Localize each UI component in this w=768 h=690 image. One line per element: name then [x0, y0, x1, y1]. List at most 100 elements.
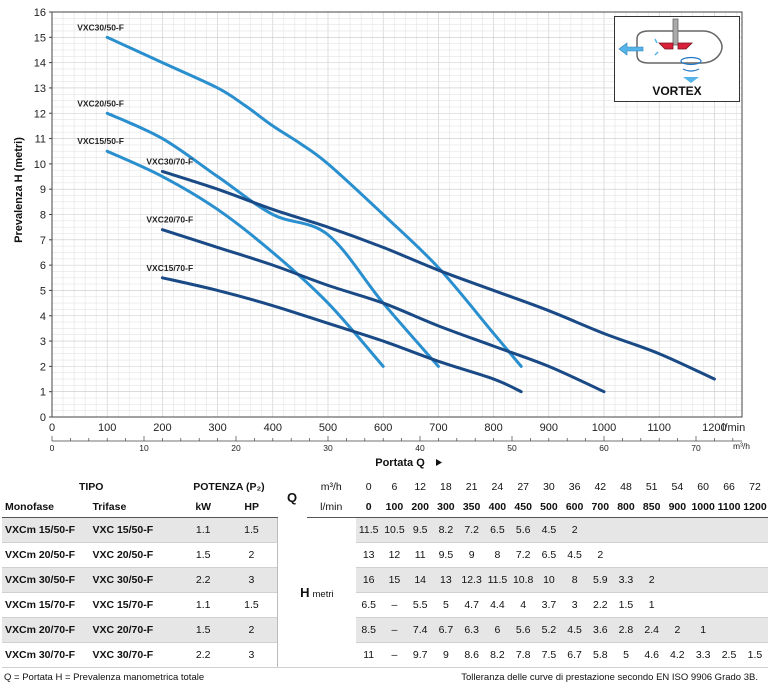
- head-value: [638, 517, 665, 543]
- head-value: 9: [433, 642, 459, 668]
- y-tick-label: 1: [40, 387, 46, 399]
- flow-lmin-0: 0: [355, 497, 382, 518]
- y-tick-label: 4: [40, 311, 46, 323]
- power-kw: 1.5: [180, 617, 226, 643]
- table-header-row-1: TIPO POTENZA (P₂) Q m³/h 0 6 12 18 21 24…: [2, 477, 768, 505]
- head-value: 16: [355, 567, 382, 593]
- head-value: 6.7: [433, 617, 459, 643]
- head-value: 8: [484, 542, 511, 568]
- head-value: [664, 517, 691, 543]
- head-value: 8.5: [355, 617, 382, 643]
- flow-lmin-15: 1200: [741, 497, 768, 518]
- model-monofase: VXCm 20/70-F: [2, 617, 90, 643]
- head-value: 1: [638, 592, 665, 618]
- y-tick-label: 10: [34, 159, 46, 171]
- header-hp: HP: [225, 497, 278, 518]
- y-tick-label: 3: [40, 336, 46, 348]
- head-value: 4.5: [561, 617, 588, 643]
- chart-series: VXC30/50-F VXC20/50-F VXC15/50-F VXC30/70-F…: [77, 22, 716, 394]
- x-tick-label-lmin: 1200: [702, 422, 726, 434]
- x-axis-title: Portata Q: [375, 457, 425, 469]
- head-value: 7.5: [536, 642, 562, 668]
- flow-lmin-1: 100: [381, 497, 408, 518]
- head-value: 4.4: [484, 592, 511, 618]
- head-value: 14: [407, 567, 434, 593]
- flow-m3h-15: 72: [749, 481, 761, 493]
- y-tick-label: 9: [40, 184, 46, 196]
- x-tick-label-m3h: 10: [139, 443, 149, 453]
- y-tick-label: 8: [40, 210, 46, 222]
- x-tick-label-m3h: 40: [415, 443, 425, 453]
- head-value: 8.2: [433, 517, 459, 543]
- series-line-vxc30-70-f: [160, 169, 716, 381]
- head-value: 13: [433, 567, 459, 593]
- head-value: 10: [536, 567, 562, 593]
- model-monofase: VXCm 30/50-F: [2, 567, 90, 593]
- series-label: VXC20/50-F: [77, 98, 124, 108]
- power-hp: 2: [225, 617, 278, 643]
- x-tick-label-m3h: 30: [323, 443, 333, 453]
- x-axis-arrow-icon: [436, 459, 442, 466]
- series-label: VXC30/50-F: [77, 22, 124, 32]
- table-row: VXCm 20/70-F VXC 20/70-F 1.5 2 8.5–7.4 6.7 6.3…: [2, 617, 768, 643]
- head-value: 4.7: [458, 592, 485, 618]
- flow-lmin-9: 700: [587, 497, 614, 518]
- series-label: VXC20/70-F: [146, 215, 193, 225]
- table-row: VXCm 30/70-F VXC 30/70-F 2.2 3 11–9.7 9 8.6 8.2…: [2, 642, 768, 668]
- flow-m3h-5: 24: [491, 481, 504, 493]
- y-tick-label: 14: [34, 58, 46, 70]
- model-trifase: VXC 30/70-F: [89, 642, 181, 668]
- table-row: VXCm 15/70-F VXC 15/70-F 1.1 1.5 6.5–5.5 5 4.7…: [2, 592, 768, 618]
- head-value: 2: [561, 517, 588, 543]
- x-tick-label-lmin: 200: [153, 422, 171, 434]
- series-line-vxc15-70-f: [160, 276, 523, 394]
- head-value: 2: [638, 567, 665, 593]
- head-value: [690, 542, 717, 568]
- y-tick-label: 16: [34, 7, 46, 19]
- head-value: 6.7: [561, 642, 588, 668]
- x-tick-label-lmin: 100: [98, 422, 116, 434]
- header-tipo: TIPO: [78, 481, 104, 493]
- head-value: [638, 542, 665, 568]
- power-kw: 1.1: [180, 592, 226, 618]
- head-value: 6.5: [484, 517, 511, 543]
- power-hp: 1.5: [225, 517, 278, 543]
- flow-m3h-8: 36: [568, 481, 581, 493]
- head-value: 5: [613, 642, 639, 668]
- head-value: 10.5: [381, 517, 408, 543]
- head-value: 2.8: [613, 617, 639, 643]
- head-value: 5.6: [510, 517, 537, 543]
- flow-lmin-3: 300: [433, 497, 459, 518]
- head-value: [613, 542, 639, 568]
- flow-lmin-12: 900: [664, 497, 691, 518]
- head-value: 4.5: [561, 542, 588, 568]
- head-value: 1: [690, 617, 717, 643]
- y-tick-label: 6: [40, 260, 46, 272]
- power-kw: 1.1: [180, 517, 226, 543]
- x-tick-label-lmin: 0: [49, 422, 55, 434]
- head-value: 2: [587, 542, 614, 568]
- head-value: 7.2: [510, 542, 537, 568]
- head-value: [741, 567, 768, 593]
- flow-m3h-1: 6: [391, 481, 398, 493]
- flow-lmin-14: 1100: [716, 497, 742, 518]
- head-value: –: [381, 617, 408, 643]
- vortex-label: VORTEX: [652, 84, 702, 98]
- head-value: 1.5: [741, 642, 768, 668]
- head-value: 5.9: [587, 567, 614, 593]
- flow-lmin-7: 500: [536, 497, 562, 518]
- head-value: [587, 517, 614, 543]
- flow-m3h-0: 0: [365, 481, 372, 493]
- flow-m3h-12: 54: [671, 481, 684, 493]
- head-value: [741, 592, 768, 618]
- head-value: [741, 617, 768, 643]
- x-unit-m3h: m³/h: [733, 441, 750, 451]
- flow-lmin-6: 450: [510, 497, 537, 518]
- x-tick-label-m3h: 0: [50, 443, 55, 453]
- head-value: 8.6: [458, 642, 485, 668]
- head-value: [690, 517, 717, 543]
- head-value: [741, 517, 768, 543]
- head-value: 6.5: [355, 592, 382, 618]
- x-tick-label-lmin: 600: [374, 422, 392, 434]
